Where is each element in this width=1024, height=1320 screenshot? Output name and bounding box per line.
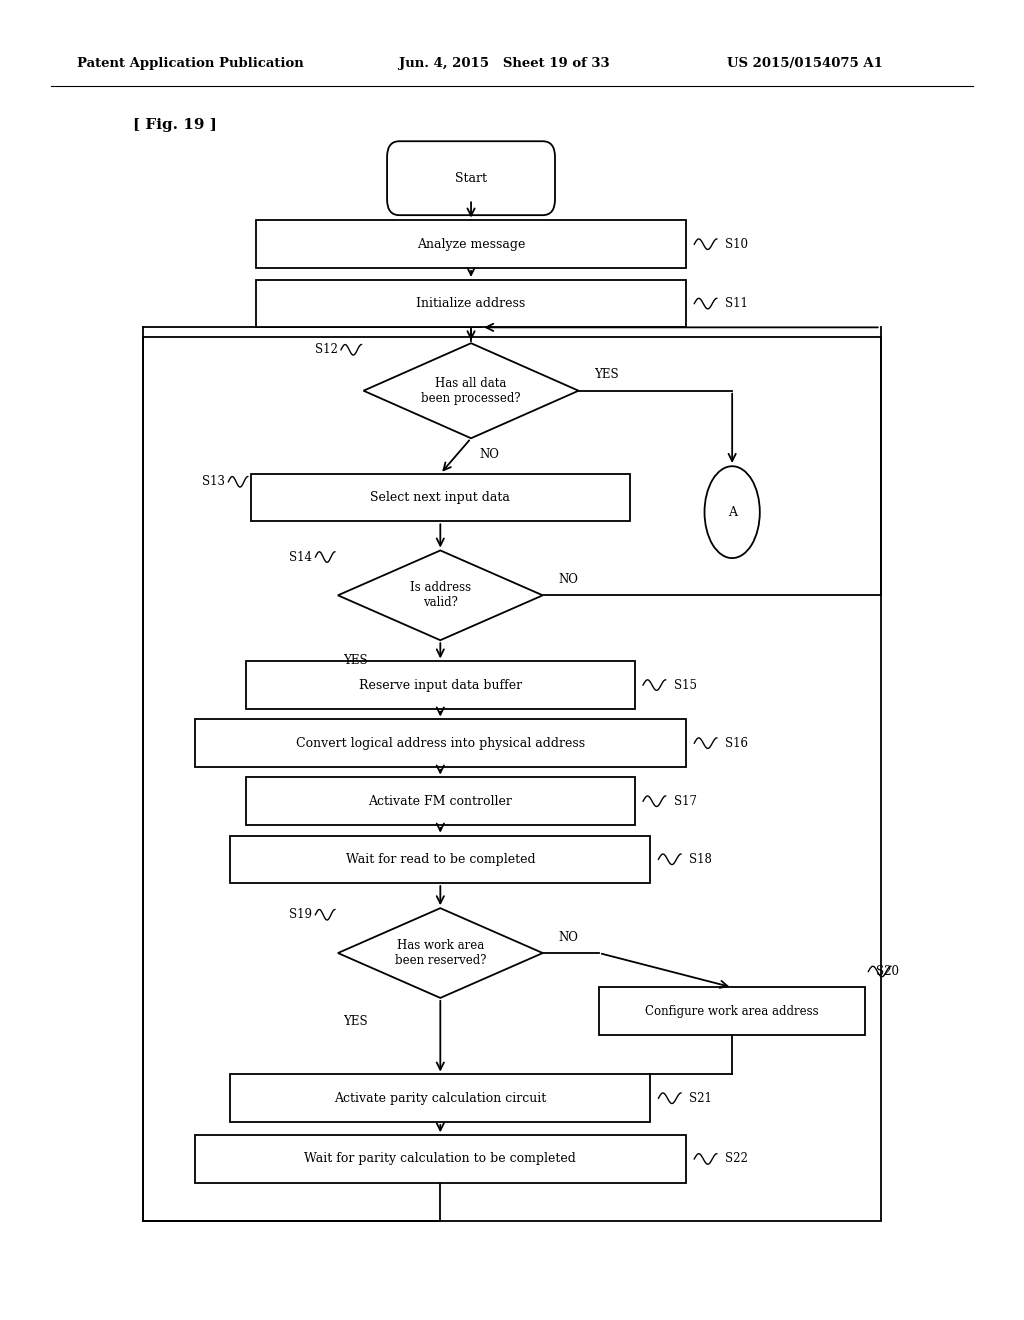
Text: Has all data
been processed?: Has all data been processed?: [421, 376, 521, 405]
FancyBboxPatch shape: [387, 141, 555, 215]
Text: Initialize address: Initialize address: [417, 297, 525, 310]
Text: Start: Start: [455, 172, 487, 185]
Polygon shape: [338, 550, 543, 640]
Text: Is address
valid?: Is address valid?: [410, 581, 471, 610]
Text: S12: S12: [315, 343, 338, 356]
Text: Select next input data: Select next input data: [371, 491, 510, 504]
Text: US 2015/0154075 A1: US 2015/0154075 A1: [727, 57, 883, 70]
FancyBboxPatch shape: [256, 280, 686, 327]
Text: YES: YES: [343, 653, 368, 667]
Text: NO: NO: [558, 931, 578, 944]
Text: S14: S14: [290, 550, 312, 564]
Text: Patent Application Publication: Patent Application Publication: [77, 57, 303, 70]
FancyBboxPatch shape: [251, 474, 630, 521]
Text: NO: NO: [479, 447, 499, 461]
FancyBboxPatch shape: [230, 1074, 650, 1122]
Text: S17: S17: [674, 795, 696, 808]
Text: NO: NO: [558, 573, 578, 586]
Text: S22: S22: [725, 1152, 748, 1166]
FancyBboxPatch shape: [195, 719, 686, 767]
Text: S21: S21: [689, 1092, 712, 1105]
FancyBboxPatch shape: [230, 836, 650, 883]
FancyBboxPatch shape: [246, 661, 635, 709]
Text: Wait for read to be completed: Wait for read to be completed: [345, 853, 536, 866]
FancyBboxPatch shape: [246, 777, 635, 825]
Text: YES: YES: [594, 368, 618, 381]
Text: Configure work area address: Configure work area address: [645, 1005, 819, 1018]
Text: S15: S15: [674, 678, 696, 692]
Text: S16: S16: [725, 737, 748, 750]
Polygon shape: [338, 908, 543, 998]
Text: Convert logical address into physical address: Convert logical address into physical ad…: [296, 737, 585, 750]
Text: S10: S10: [725, 238, 748, 251]
Text: [ Fig. 19 ]: [ Fig. 19 ]: [133, 119, 217, 132]
Text: S11: S11: [725, 297, 748, 310]
Text: Wait for parity calculation to be completed: Wait for parity calculation to be comple…: [304, 1152, 577, 1166]
FancyBboxPatch shape: [195, 1135, 686, 1183]
Polygon shape: [364, 343, 579, 438]
Text: Activate FM controller: Activate FM controller: [369, 795, 512, 808]
Text: Jun. 4, 2015   Sheet 19 of 33: Jun. 4, 2015 Sheet 19 of 33: [399, 57, 610, 70]
Text: YES: YES: [343, 1015, 368, 1028]
Text: S18: S18: [689, 853, 712, 866]
Text: S20: S20: [876, 965, 898, 978]
Text: Analyze message: Analyze message: [417, 238, 525, 251]
Text: A: A: [728, 506, 736, 519]
Text: Reserve input data buffer: Reserve input data buffer: [358, 678, 522, 692]
Text: Activate parity calculation circuit: Activate parity calculation circuit: [334, 1092, 547, 1105]
FancyBboxPatch shape: [599, 987, 865, 1035]
FancyBboxPatch shape: [256, 220, 686, 268]
Text: S13: S13: [203, 475, 225, 488]
Text: S19: S19: [290, 908, 312, 921]
Text: Has work area
been reserved?: Has work area been reserved?: [394, 939, 486, 968]
Ellipse shape: [705, 466, 760, 558]
